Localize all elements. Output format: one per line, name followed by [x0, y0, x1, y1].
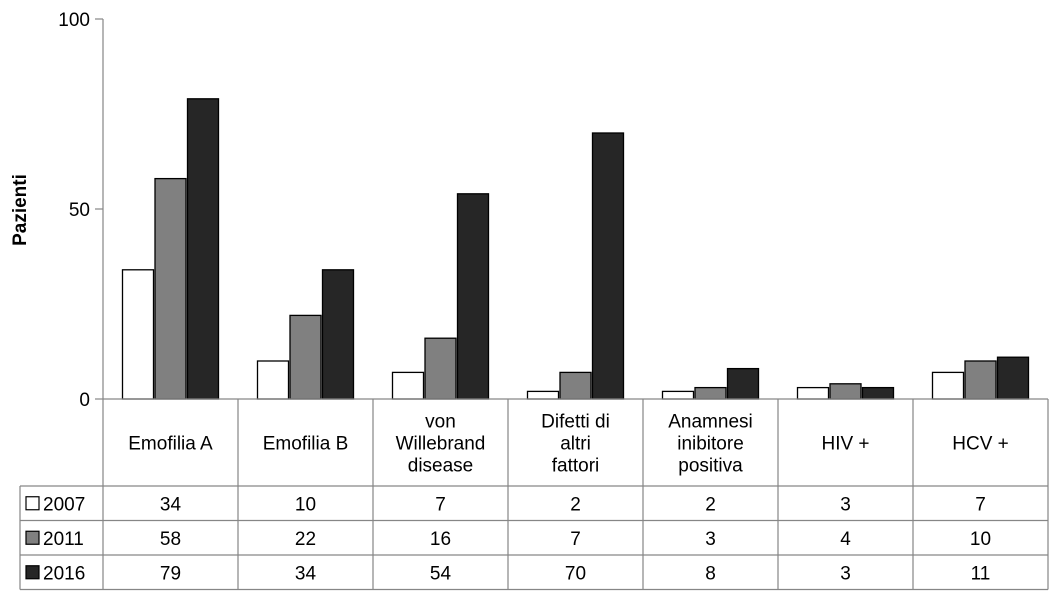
table-value: 70: [565, 563, 586, 584]
y-tick-label: 100: [58, 10, 90, 31]
bar-2016-0: [186, 98, 220, 400]
bars: [121, 98, 1030, 400]
table-value: 8: [705, 563, 716, 584]
bar-2011-6: [964, 360, 997, 400]
bar-2016-3: [591, 132, 625, 400]
table-value: 7: [570, 529, 581, 550]
category-label: HCV +: [952, 434, 1009, 455]
y-tick-label: 50: [69, 200, 90, 221]
y-tick-label: 0: [79, 390, 90, 411]
table-value: 22: [295, 529, 316, 550]
bar-2011-0: [154, 177, 187, 400]
bar-2011-3: [559, 371, 592, 400]
table-value: 7: [435, 494, 446, 515]
category-label: Emofilia A: [128, 434, 213, 455]
data-table: Emofilia A Emofilia B von Willebrand disease…: [19, 398, 1049, 591]
category-label: von Willebrand disease: [396, 412, 486, 477]
bar-2007-5: [796, 386, 830, 400]
bar-2007-3: [526, 390, 560, 400]
bar-2016-2: [456, 193, 490, 400]
table-value: 3: [705, 529, 716, 550]
table-value: 10: [295, 494, 316, 515]
bar-2011-2: [424, 337, 457, 400]
series-name: 2011: [43, 529, 84, 550]
category-label: HIV +: [821, 434, 869, 455]
category-label: Anamnesi inibitore positiva: [668, 412, 753, 477]
series-name: 2016: [43, 563, 85, 584]
bar-2007-2: [391, 371, 425, 400]
table-value: 2: [570, 494, 581, 515]
table-value: 4: [840, 529, 851, 550]
bar-2016-6: [996, 356, 1030, 400]
legend-key-2011: [25, 530, 40, 545]
bar-2016-1: [321, 269, 355, 400]
table-value: 11: [971, 563, 991, 584]
table-value: 2: [705, 494, 716, 515]
table-value: 3: [840, 563, 851, 584]
table-value: 3: [840, 494, 851, 515]
axes: 0 50 100: [58, 10, 104, 411]
table-value: 7: [975, 494, 986, 515]
legend-key-2007: [25, 496, 40, 511]
bar-2016-5: [861, 386, 895, 400]
table-value: 79: [160, 563, 181, 584]
category-label: Difetti di altri fattori: [541, 412, 610, 477]
bar-2007-6: [931, 371, 965, 400]
y-axis-label: Pazienti: [10, 174, 31, 246]
bar-2007-4: [661, 390, 695, 400]
table-value: 58: [160, 529, 181, 550]
table-value: 10: [970, 529, 991, 550]
table-value: 54: [430, 563, 452, 584]
category-label: Emofilia B: [263, 434, 349, 455]
bar-2011-4: [694, 386, 727, 400]
bar-2011-1: [289, 314, 322, 400]
table-value: 34: [295, 563, 317, 584]
table-value: 16: [430, 529, 451, 550]
bar-2011-5: [829, 383, 862, 400]
bar-2007-0: [121, 269, 155, 400]
legend-key-2016: [25, 565, 40, 580]
bar-2016-4: [726, 367, 760, 400]
series-name: 2007: [43, 494, 85, 515]
bar-2007-1: [256, 360, 290, 400]
table-value: 34: [160, 494, 182, 515]
